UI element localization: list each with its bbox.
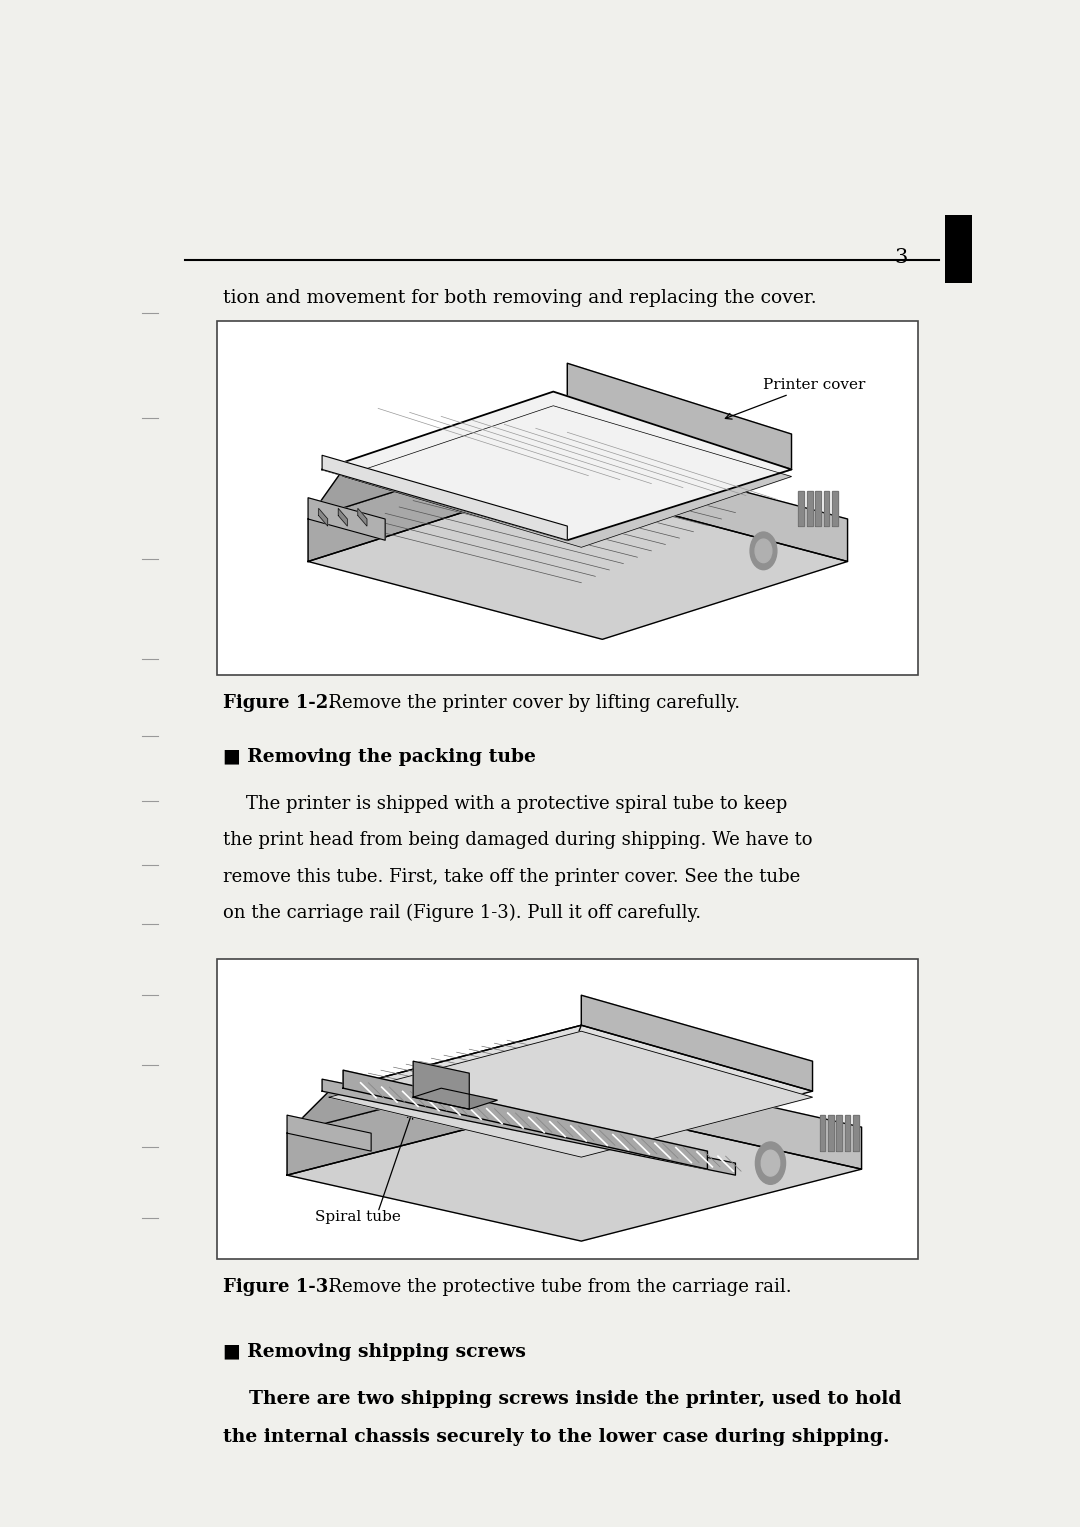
Text: ■ Removing shipping screws: ■ Removing shipping screws xyxy=(222,1342,526,1361)
Polygon shape xyxy=(567,1061,862,1170)
Polygon shape xyxy=(287,1025,581,1133)
Polygon shape xyxy=(287,1102,862,1241)
Polygon shape xyxy=(820,1115,825,1151)
Polygon shape xyxy=(343,1070,707,1170)
Text: the internal chassis securely to the lower case during shipping.: the internal chassis securely to the low… xyxy=(222,1428,890,1446)
Text: Spiral tube: Spiral tube xyxy=(315,1209,401,1225)
Text: The printer is shipped with a protective spiral tube to keep: The printer is shipped with a protective… xyxy=(222,794,787,812)
Polygon shape xyxy=(322,1080,735,1176)
Text: the print head from being damaged during shipping. We have to: the print head from being damaged during… xyxy=(222,831,812,849)
Polygon shape xyxy=(343,399,792,533)
Circle shape xyxy=(751,531,777,570)
Polygon shape xyxy=(836,1115,842,1151)
Polygon shape xyxy=(824,490,829,527)
Text: tion and movement for both removing and replacing the cover.: tion and movement for both removing and … xyxy=(222,289,816,307)
Polygon shape xyxy=(815,490,821,527)
Polygon shape xyxy=(798,490,805,527)
Polygon shape xyxy=(329,1031,812,1157)
Polygon shape xyxy=(319,508,327,527)
Polygon shape xyxy=(329,1025,812,1151)
Polygon shape xyxy=(308,399,567,519)
Polygon shape xyxy=(357,508,367,527)
Polygon shape xyxy=(581,996,812,1092)
Text: 3: 3 xyxy=(894,247,907,267)
Text: on the carriage rail (Figure 1-3). Pull it off carefully.: on the carriage rail (Figure 1-3). Pull … xyxy=(222,904,701,922)
Polygon shape xyxy=(322,455,567,541)
Polygon shape xyxy=(414,1061,469,1109)
Polygon shape xyxy=(832,490,838,527)
Text: Remove the protective tube from the carriage rail.: Remove the protective tube from the carr… xyxy=(318,1278,792,1296)
Polygon shape xyxy=(553,441,848,562)
Polygon shape xyxy=(853,1115,859,1151)
Circle shape xyxy=(755,1142,785,1185)
Text: remove this tube. First, take off the printer cover. See the tube: remove this tube. First, take off the pr… xyxy=(222,867,800,886)
Polygon shape xyxy=(567,363,792,469)
Polygon shape xyxy=(308,484,848,640)
Circle shape xyxy=(761,1150,780,1176)
Text: ■ Removing the packing tube: ■ Removing the packing tube xyxy=(222,748,536,765)
Polygon shape xyxy=(287,1061,567,1176)
Bar xyxy=(217,321,918,675)
Polygon shape xyxy=(322,391,792,541)
Circle shape xyxy=(755,539,772,562)
Bar xyxy=(217,959,918,1260)
Polygon shape xyxy=(828,1115,834,1151)
Polygon shape xyxy=(287,1115,372,1151)
Text: Figure 1-3.: Figure 1-3. xyxy=(222,1278,335,1296)
Polygon shape xyxy=(338,508,348,527)
Text: There are two shipping screws inside the printer, used to hold: There are two shipping screws inside the… xyxy=(222,1390,902,1408)
Polygon shape xyxy=(845,1115,850,1151)
Polygon shape xyxy=(414,1089,497,1109)
Polygon shape xyxy=(308,441,553,562)
Text: Remove the printer cover by lifting carefully.: Remove the printer cover by lifting care… xyxy=(318,693,741,712)
Polygon shape xyxy=(807,490,812,527)
Text: Printer cover: Printer cover xyxy=(726,377,866,418)
Text: Figure 1-2.: Figure 1-2. xyxy=(222,693,335,712)
Polygon shape xyxy=(308,498,386,541)
Bar xyxy=(945,215,972,282)
Polygon shape xyxy=(343,406,792,547)
